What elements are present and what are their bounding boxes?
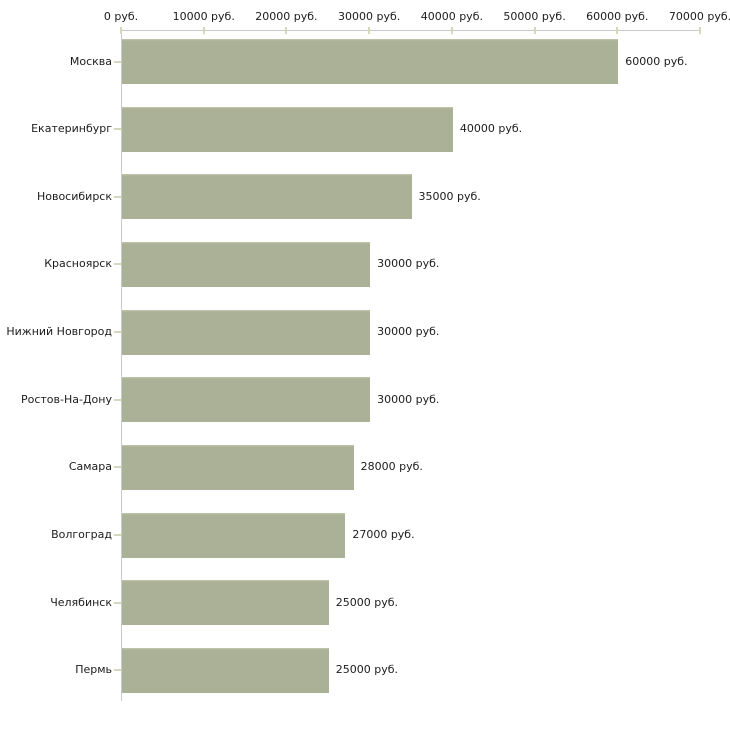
x-axis-tick bbox=[450, 27, 453, 34]
x-axis-tick bbox=[616, 27, 619, 34]
category-label: Москва bbox=[69, 54, 112, 68]
x-axis-tick-label: 40000 руб. bbox=[420, 10, 483, 23]
category-label: Красноярск bbox=[44, 257, 112, 271]
x-axis-tick-label: 10000 руб. bbox=[172, 10, 235, 23]
bar bbox=[122, 647, 329, 693]
category-label: Новосибирск bbox=[36, 189, 112, 203]
x-axis-tick bbox=[202, 27, 205, 34]
category-tick bbox=[114, 534, 121, 537]
value-label: 40000 руб. bbox=[459, 122, 523, 136]
category-label: Пермь bbox=[75, 663, 112, 677]
x-axis-tick-label: 50000 руб. bbox=[503, 10, 566, 23]
category-label: Ростов-На-Дону bbox=[20, 392, 112, 406]
x-axis-line bbox=[121, 30, 700, 31]
x-axis-tick-label: 70000 руб. bbox=[668, 10, 730, 23]
value-label: 28000 руб. bbox=[360, 460, 423, 474]
bar bbox=[122, 106, 453, 152]
category-tick bbox=[114, 331, 121, 334]
x-axis-tick bbox=[699, 27, 701, 34]
bar bbox=[122, 174, 412, 220]
value-label: 27000 руб. bbox=[352, 528, 415, 542]
bar bbox=[122, 377, 371, 423]
bar bbox=[122, 39, 619, 84]
x-axis-tick-label: 0 руб. bbox=[103, 10, 139, 23]
value-label: 30000 руб. bbox=[377, 392, 440, 406]
category-tick bbox=[114, 195, 121, 198]
x-axis-tick bbox=[285, 27, 288, 34]
value-label: 30000 руб. bbox=[377, 257, 440, 271]
category-label: Екатеринбург bbox=[31, 122, 112, 136]
x-axis-tick bbox=[368, 27, 371, 34]
x-axis-tick-label: 20000 руб. bbox=[255, 10, 318, 23]
category-tick bbox=[114, 263, 121, 266]
value-label: 35000 руб. bbox=[418, 189, 481, 203]
category-tick bbox=[114, 669, 121, 672]
category-label: Челябинск bbox=[50, 595, 112, 609]
category-tick bbox=[114, 128, 121, 131]
category-label: Волгоград bbox=[51, 528, 112, 542]
bar bbox=[122, 444, 354, 490]
value-label: 30000 руб. bbox=[377, 325, 440, 339]
bar bbox=[122, 309, 371, 355]
y-axis-line bbox=[121, 30, 122, 701]
value-label: 25000 руб. bbox=[335, 663, 399, 677]
x-axis-tick-label: 60000 руб. bbox=[586, 10, 649, 23]
bar bbox=[122, 512, 346, 558]
category-label: Самара bbox=[68, 460, 112, 474]
value-label: 25000 руб. bbox=[335, 595, 399, 609]
x-axis-tick bbox=[533, 27, 536, 34]
bar bbox=[122, 241, 371, 287]
value-label: 60000 руб. bbox=[625, 54, 688, 68]
category-tick bbox=[114, 398, 121, 401]
x-axis-tick-label: 30000 руб. bbox=[338, 10, 401, 23]
category-tick bbox=[114, 60, 121, 63]
bar bbox=[122, 580, 329, 626]
category-label: Нижний Новгород bbox=[6, 325, 112, 339]
category-tick bbox=[114, 601, 121, 604]
category-tick bbox=[114, 466, 121, 469]
x-axis-tick bbox=[120, 27, 122, 34]
